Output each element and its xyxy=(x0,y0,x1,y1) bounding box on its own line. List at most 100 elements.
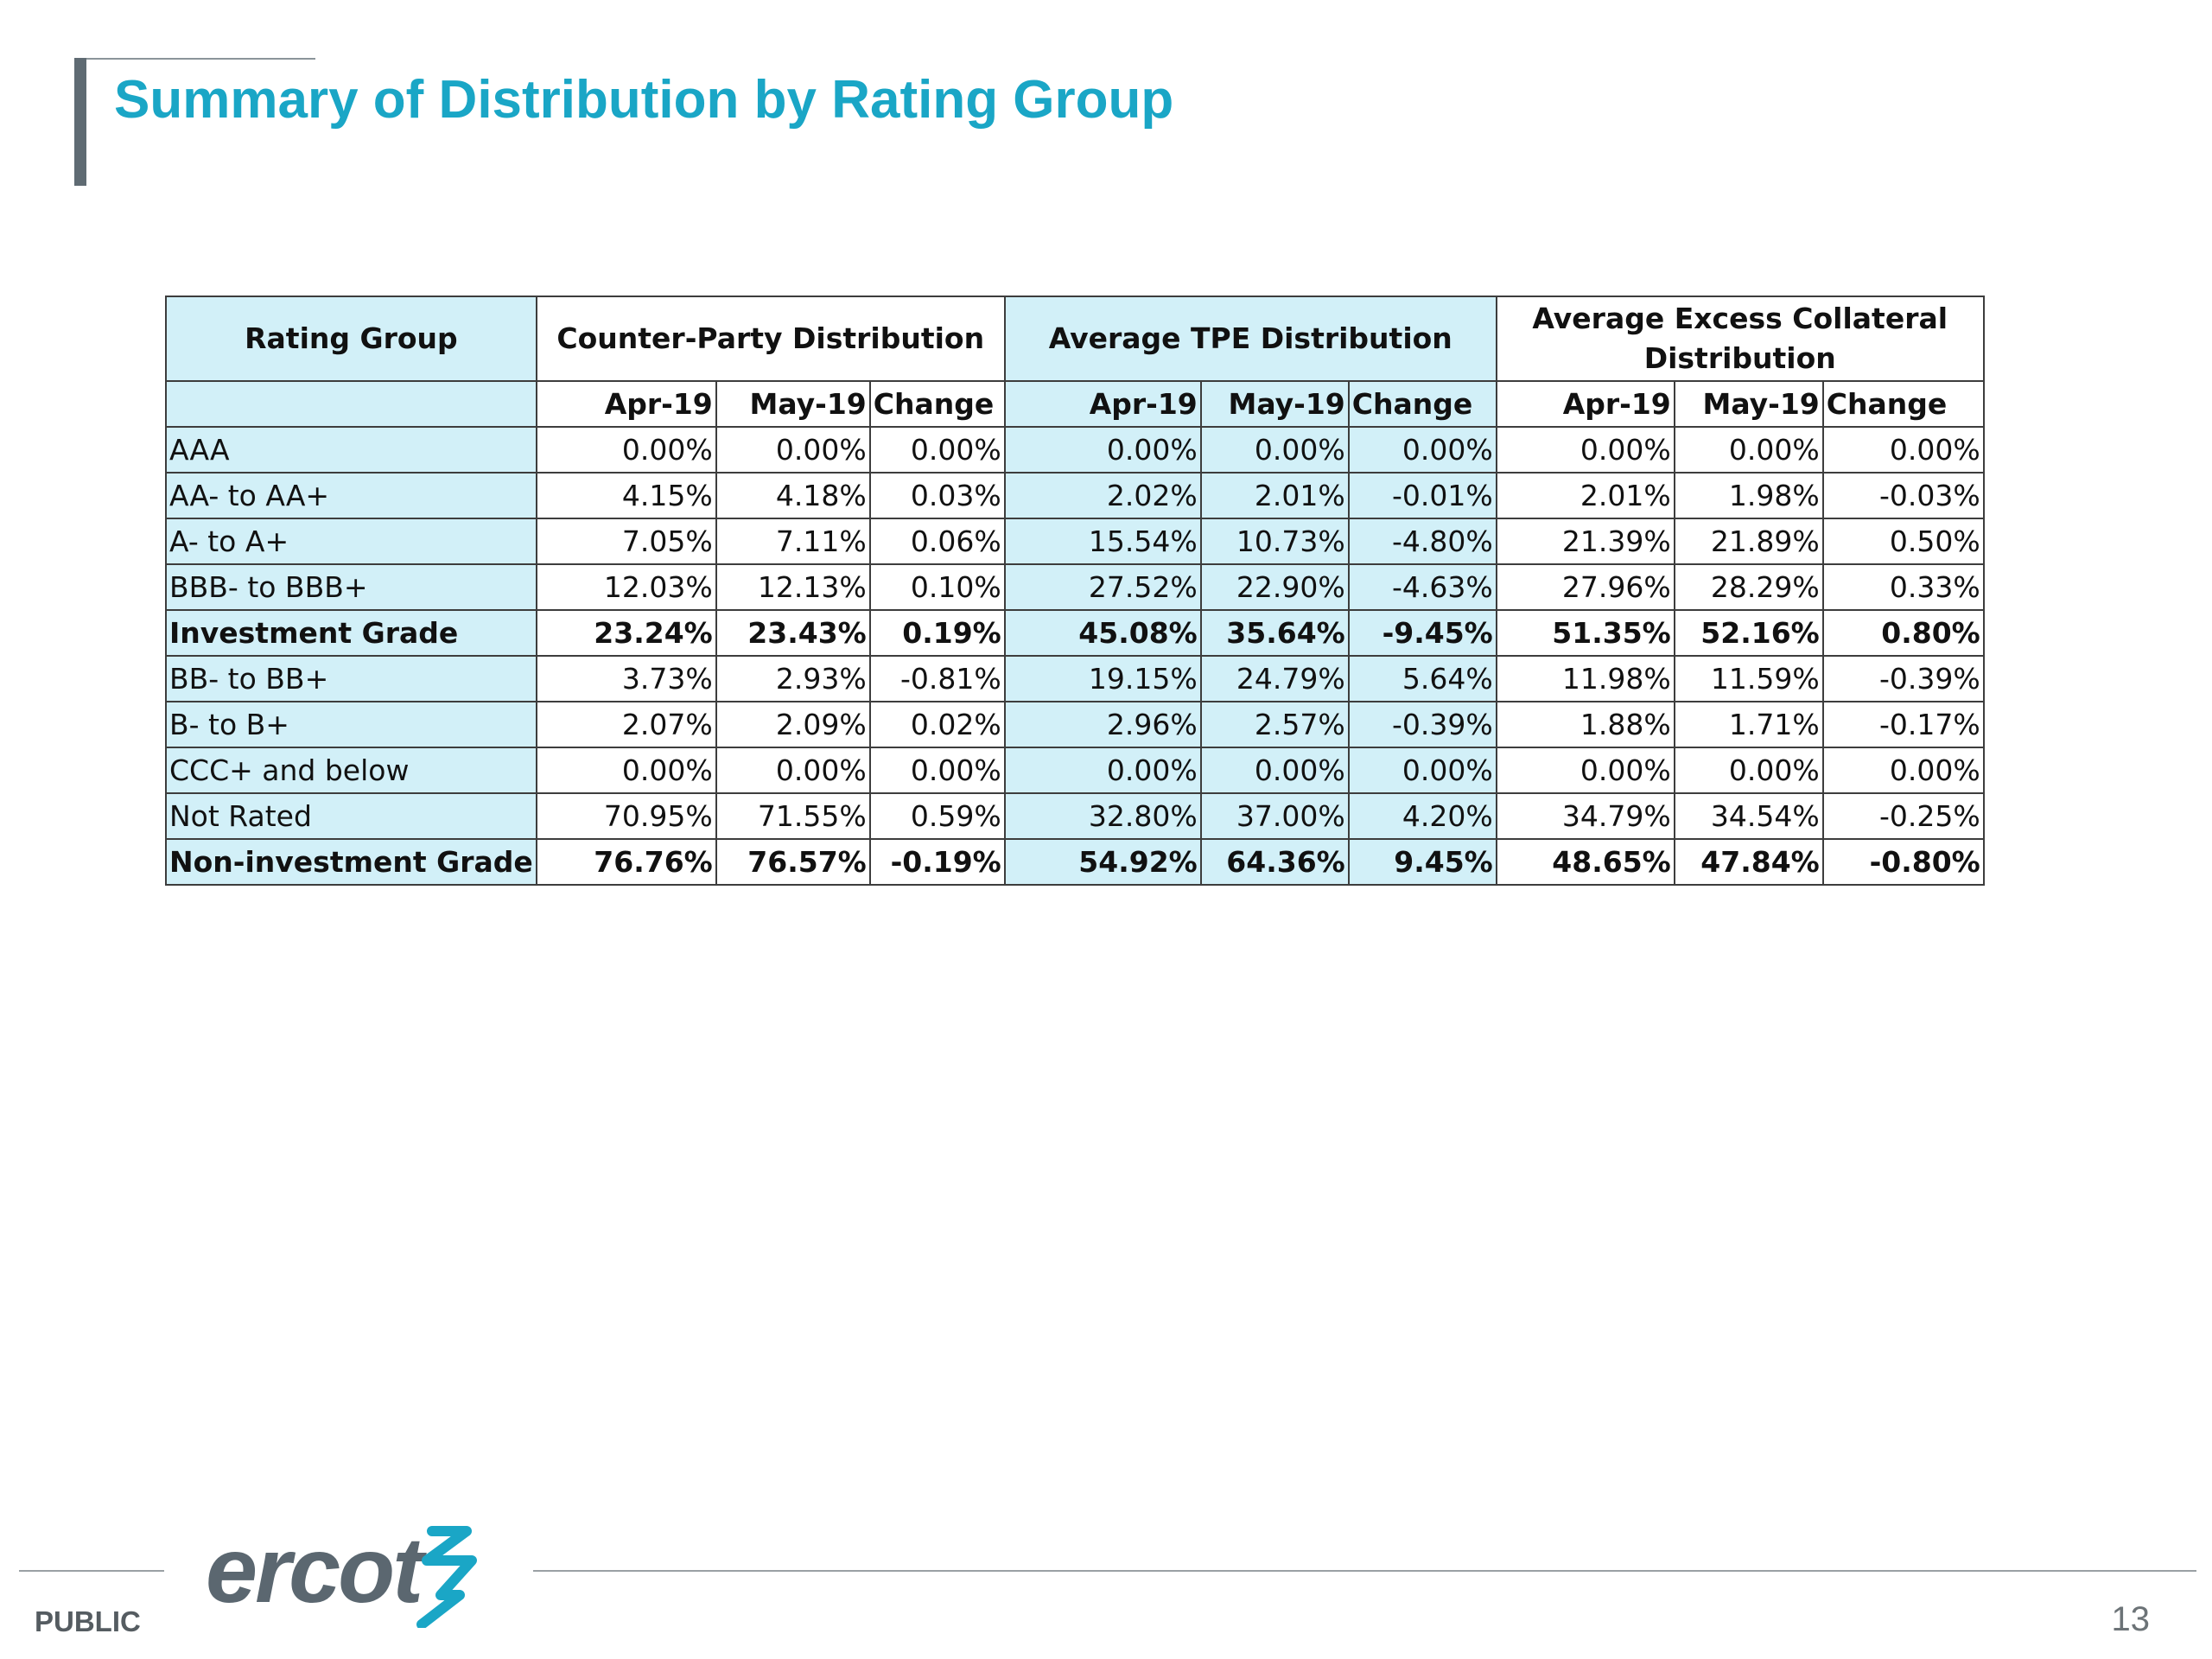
row-label: AA- to AA+ xyxy=(165,472,537,519)
table-row: A- to A+ 7.05% 7.11% 0.06% 15.54% 10.73% -4.80… xyxy=(165,518,1985,565)
table-cell: 70.95% xyxy=(535,792,717,840)
table-cell: -0.19% xyxy=(868,838,1006,886)
table-cell: 2.96% xyxy=(1003,701,1202,748)
table-cell: 0.03% xyxy=(868,472,1006,519)
table-cell: 0.00% xyxy=(715,426,871,474)
table-cell: -0.03% xyxy=(1821,472,1985,519)
table-cell: 0.00% xyxy=(535,426,717,474)
table-cell: 1.98% xyxy=(1673,472,1824,519)
rating-distribution-table: Rating Group Counter-Party Distribution … xyxy=(165,296,1985,886)
table-cell: 48.65% xyxy=(1495,838,1675,886)
row-label: AAA xyxy=(165,426,537,474)
table-cell: 0.19% xyxy=(868,609,1006,657)
row-label: B- to B+ xyxy=(165,701,537,748)
table-cell: 76.76% xyxy=(535,838,717,886)
sub-header-cp-apr: Apr-19 xyxy=(535,380,717,428)
table-row: AAA 0.00% 0.00% 0.00% 0.00% 0.00% 0.00% 0.00% 0.… xyxy=(165,426,1985,474)
table-cell: 0.06% xyxy=(868,518,1006,565)
table-cell: -9.45% xyxy=(1347,609,1497,657)
table-cell: 47.84% xyxy=(1673,838,1824,886)
table-cell: 37.00% xyxy=(1199,792,1350,840)
table-cell: 1.71% xyxy=(1673,701,1824,748)
header-counter-party: Counter-Party Distribution xyxy=(535,296,1006,382)
table-cell: 2.09% xyxy=(715,701,871,748)
table-cell: -4.63% xyxy=(1347,563,1497,611)
table-cell: 27.52% xyxy=(1003,563,1202,611)
page-number: 13 xyxy=(2111,1600,2151,1638)
table-cell: -0.17% xyxy=(1821,701,1985,748)
sub-header-ec-may: May-19 xyxy=(1673,380,1824,428)
table-cell: 24.79% xyxy=(1199,655,1350,702)
table-cell: 2.57% xyxy=(1199,701,1350,748)
header-rating-group: Rating Group xyxy=(165,296,537,382)
table-cell: 5.64% xyxy=(1347,655,1497,702)
footer-rule-left xyxy=(19,1570,164,1572)
logo-text: ercot xyxy=(206,1517,423,1622)
title-rule xyxy=(86,58,315,60)
table-cell: 0.33% xyxy=(1821,563,1985,611)
sub-header-blank xyxy=(165,380,537,428)
table-cell: 76.57% xyxy=(715,838,871,886)
table-cell: 71.55% xyxy=(715,792,871,840)
table-cell: -0.39% xyxy=(1821,655,1985,702)
table-cell: 4.18% xyxy=(715,472,871,519)
table-cell: -0.80% xyxy=(1821,838,1985,886)
table-cell: 64.36% xyxy=(1199,838,1350,886)
table-cell: 1.88% xyxy=(1495,701,1675,748)
table-cell: 23.24% xyxy=(535,609,717,657)
table-cell: 51.35% xyxy=(1495,609,1675,657)
table-cell: -0.39% xyxy=(1347,701,1497,748)
table-cell: -0.81% xyxy=(868,655,1006,702)
table-cell: 3.73% xyxy=(535,655,717,702)
table-body: AAA 0.00% 0.00% 0.00% 0.00% 0.00% 0.00% 0.00% 0.… xyxy=(165,426,1985,886)
table-cell: 2.01% xyxy=(1495,472,1675,519)
table-cell: 12.03% xyxy=(535,563,717,611)
table-cell: 0.02% xyxy=(868,701,1006,748)
table-cell: 23.43% xyxy=(715,609,871,657)
sub-header-tpe-apr: Apr-19 xyxy=(1003,380,1202,428)
table-cell: 9.45% xyxy=(1347,838,1497,886)
row-label: Non-investment Grade xyxy=(165,838,537,886)
table-row: B- to B+ 2.07% 2.09% 0.02% 2.96% 2.57% -0.39% 1… xyxy=(165,701,1985,748)
table-cell: 0.00% xyxy=(868,747,1006,794)
table-cell: 0.80% xyxy=(1821,609,1985,657)
sub-header-row: Apr-19 May-19 Change Apr-19 May-19 Chang… xyxy=(165,380,1985,428)
table-cell: 2.01% xyxy=(1199,472,1350,519)
table-cell: 0.00% xyxy=(1347,747,1497,794)
table-cell: 22.90% xyxy=(1199,563,1350,611)
page-title: Summary of Distribution by Rating Group xyxy=(114,70,1174,130)
table-cell: 0.00% xyxy=(1495,426,1675,474)
table-cell: 2.07% xyxy=(535,701,717,748)
table-cell: 34.54% xyxy=(1673,792,1824,840)
row-label: BBB- to BBB+ xyxy=(165,563,537,611)
table-cell: 7.05% xyxy=(535,518,717,565)
table-cell: 19.15% xyxy=(1003,655,1202,702)
row-label: BB- to BB+ xyxy=(165,655,537,702)
table-cell: 2.02% xyxy=(1003,472,1202,519)
sub-header-cp-may: May-19 xyxy=(715,380,871,428)
table-cell: 0.00% xyxy=(1495,747,1675,794)
table-row: BBB- to BBB+ 12.03% 12.13% 0.10% 27.52% 22.90… xyxy=(165,563,1985,611)
table-cell: 0.00% xyxy=(715,747,871,794)
table-cell: 28.29% xyxy=(1673,563,1824,611)
row-label: Investment Grade xyxy=(165,609,537,657)
table-row: AA- to AA+ 4.15% 4.18% 0.03% 2.02% 2.01% -0.01… xyxy=(165,472,1985,519)
table-cell: 0.00% xyxy=(1673,426,1824,474)
table-cell: -0.25% xyxy=(1821,792,1985,840)
table-cell: 10.73% xyxy=(1199,518,1350,565)
table-cell: 0.00% xyxy=(535,747,717,794)
table-row: Investment Grade 23.24% 23.43% 0.19% 45.08% 3… xyxy=(165,609,1985,657)
table-row: BB- to BB+ 3.73% 2.93% -0.81% 19.15% 24.79% 5.… xyxy=(165,655,1985,702)
table-cell: 21.39% xyxy=(1495,518,1675,565)
sub-header-tpe-change: Change xyxy=(1347,380,1497,428)
table-cell: 7.11% xyxy=(715,518,871,565)
table-cell: 27.96% xyxy=(1495,563,1675,611)
table-cell: 15.54% xyxy=(1003,518,1202,565)
table-cell: 54.92% xyxy=(1003,838,1202,886)
table-cell: 45.08% xyxy=(1003,609,1202,657)
table-cell: 0.00% xyxy=(1673,747,1824,794)
classification-label: PUBLIC xyxy=(35,1605,141,1637)
table-cell: 52.16% xyxy=(1673,609,1824,657)
footer-rule-right xyxy=(533,1570,2196,1572)
table-row: Non-investment Grade 76.76% 76.57% -0.19% 54… xyxy=(165,838,1985,886)
